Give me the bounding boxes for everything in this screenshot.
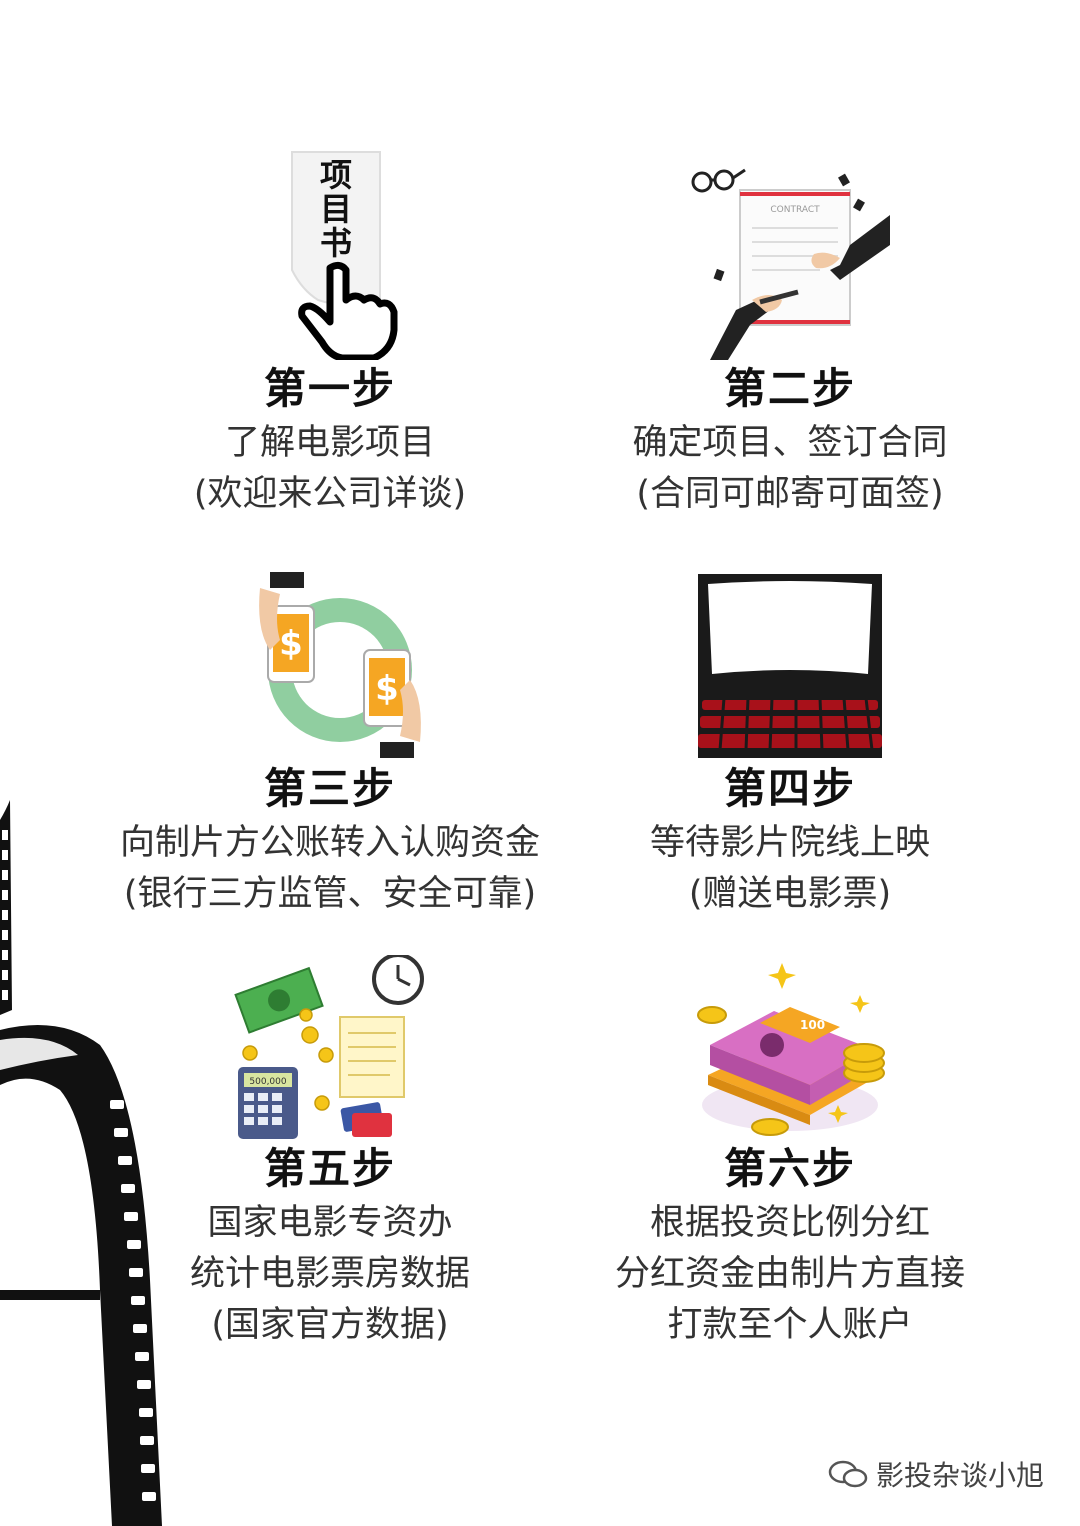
step-desc: 了解电影项目 — [224, 423, 435, 463]
contract-signing-icon: CONTRACT — [690, 150, 890, 360]
step-desc: 向制片方公账转入认购资金 — [119, 823, 540, 863]
step-desc-2: 分红资金由制片方直接 — [614, 1254, 965, 1294]
money-stack-icon: 100 — [690, 955, 890, 1140]
step-note: (赠送电影票) — [688, 874, 892, 914]
step-title: 第六步 — [723, 1144, 856, 1193]
step-title: 第一步 — [263, 364, 396, 413]
book-char-1: 项 — [320, 156, 352, 194]
step-title: 第四步 — [723, 764, 856, 813]
bill-value: 100 — [800, 1018, 825, 1032]
step-note: (国家官方数据) — [211, 1305, 449, 1345]
step-4: 第四步 等待影片院线上映 (赠送电影票) — [530, 570, 1050, 920]
step-desc: 确定项目、签订合同 — [632, 423, 948, 463]
watermark-text: 影投杂谈小旭 — [875, 1459, 1044, 1492]
step-5: 500,000 第五步 国家电影专资办 统计电影票房数据 (国家官方数据) — [70, 953, 590, 1351]
contract-label: CONTRACT — [770, 205, 820, 215]
book-char-2: 目 — [320, 190, 352, 228]
watermark: 影投杂谈小旭 — [828, 1454, 1044, 1494]
book-char-3: 书 — [320, 224, 352, 262]
step-1: 项 目 书 第一步 了解电影项目 (欢迎来公司详谈) — [70, 150, 590, 520]
step-desc: 国家电影专资办 — [207, 1203, 453, 1243]
step-title: 第五步 — [263, 1144, 396, 1193]
step-note: (合同可邮寄可面签) — [636, 474, 944, 514]
step-2: CONTRACT 第二步 确定项目、签订合同 (合同可邮寄可面签) — [530, 150, 1050, 520]
step-6: 100 第六步 根据投资比例分红 分红资金由制片方直接 打款至个人账户 — [530, 955, 1050, 1351]
step-desc: 根据投资比例分红 — [649, 1203, 930, 1243]
cinema-screen-icon — [698, 570, 882, 760]
step-desc: 等待影片院线上映 — [649, 823, 930, 863]
step-note: (欢迎来公司详谈) — [193, 474, 467, 514]
film-strip-icon — [0, 800, 162, 1526]
svg-text:$: $ — [375, 669, 399, 709]
step-note: 打款至个人账户 — [667, 1305, 913, 1345]
step-title: 第二步 — [723, 364, 856, 413]
project-book-hand-icon: 项 目 书 — [230, 150, 430, 362]
step-note: (银行三方监管、安全可靠) — [123, 874, 537, 914]
step-desc-2: 统计电影票房数据 — [189, 1254, 470, 1294]
step-title: 第三步 — [263, 764, 396, 813]
calculator-display: 500,000 — [249, 1077, 286, 1087]
step-3: $ $ 第三步 向制片方公账转入认购资金 (银行三方监管、安全可靠) — [70, 570, 590, 920]
wechat-icon — [828, 1460, 868, 1488]
finance-calculator-icon: 500,000 — [230, 953, 430, 1140]
svg-text:$: $ — [279, 624, 303, 664]
phone-money-transfer-icon: $ $ — [230, 570, 430, 760]
